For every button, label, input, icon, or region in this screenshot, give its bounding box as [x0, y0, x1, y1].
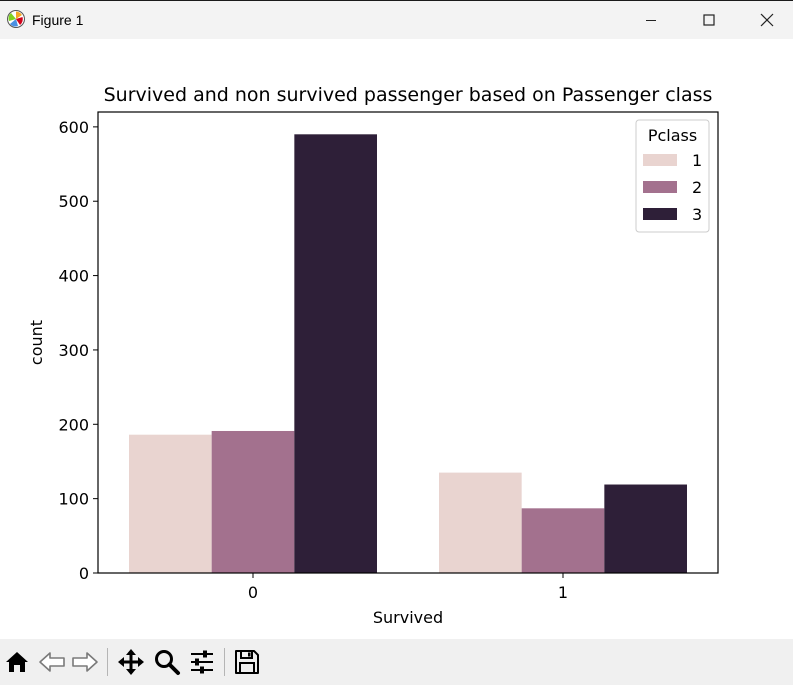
- configure-subplots-button[interactable]: [187, 647, 217, 677]
- save-icon: [235, 650, 259, 674]
- legend-swatch: [643, 181, 677, 193]
- y-axis-label: count: [27, 320, 46, 365]
- legend-title: Pclass: [648, 126, 697, 145]
- x-tick-label: 0: [248, 583, 258, 602]
- legend-label: 3: [692, 205, 702, 224]
- legend-swatch: [643, 154, 677, 166]
- back-button[interactable]: [37, 647, 67, 677]
- forward-button[interactable]: [70, 647, 100, 677]
- legend-label: 1: [692, 151, 702, 170]
- y-tick-label: 200: [58, 415, 89, 434]
- close-icon: [760, 13, 774, 27]
- bar: [439, 472, 522, 573]
- pan-icon: [118, 649, 144, 675]
- matplotlib-logo-icon: [7, 10, 25, 28]
- maximize-button[interactable]: [680, 1, 738, 39]
- legend-box: [635, 119, 710, 233]
- window-title: Figure 1: [32, 12, 84, 28]
- y-tick-label: 500: [58, 192, 89, 211]
- figure-canvas[interactable]: Survived and non survived passenger base…: [0, 39, 793, 639]
- y-tick-label: 400: [58, 267, 89, 286]
- bar: [521, 508, 605, 573]
- forward-icon: [72, 652, 98, 672]
- y-tick-label: 100: [58, 490, 89, 509]
- pan-button[interactable]: [116, 647, 146, 677]
- x-axis-label: Survived: [373, 608, 443, 627]
- close-button[interactable]: [738, 1, 793, 39]
- chart-title: Survived and non survived passenger base…: [104, 84, 713, 106]
- title-bar: Figure 1: [0, 0, 793, 39]
- minimize-button[interactable]: [622, 1, 680, 39]
- y-tick-label: 300: [58, 341, 89, 360]
- home-icon: [6, 652, 28, 672]
- back-icon: [39, 652, 65, 672]
- bar: [604, 484, 687, 573]
- configure-subplots-icon: [191, 650, 213, 674]
- y-tick-label: 600: [58, 118, 89, 137]
- bar: [129, 434, 212, 573]
- minimize-icon: [646, 20, 656, 21]
- maximize-icon: [703, 14, 715, 26]
- bar-chart: Survived and non survived passenger base…: [27, 84, 719, 627]
- zoom-button[interactable]: [152, 647, 182, 677]
- save-button[interactable]: [232, 647, 262, 677]
- axes-frame: [97, 111, 719, 574]
- zoom-icon: [155, 650, 180, 675]
- y-tick-label: 0: [79, 564, 89, 583]
- x-tick-label: 1: [558, 583, 568, 602]
- legend-swatch: [643, 208, 677, 220]
- bar: [294, 134, 377, 573]
- navigation-toolbar: [0, 639, 793, 685]
- toolbar-separator: [224, 648, 225, 676]
- legend-label: 2: [692, 178, 702, 197]
- home-button[interactable]: [2, 647, 32, 677]
- bar: [211, 430, 295, 573]
- toolbar-separator: [107, 648, 108, 676]
